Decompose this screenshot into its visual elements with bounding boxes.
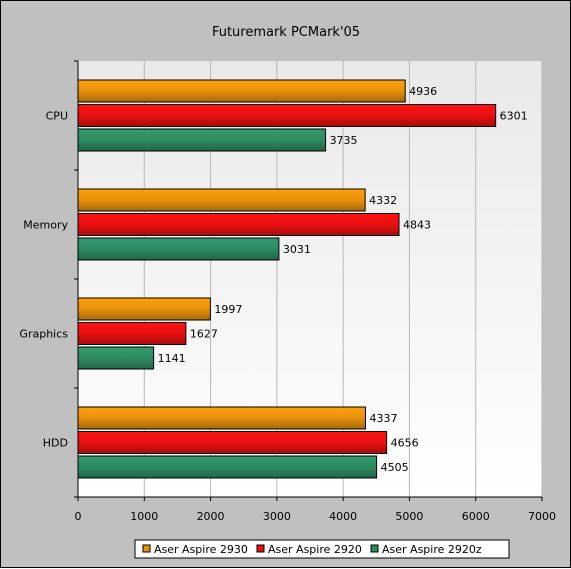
x-tick-label: 4000 [329, 510, 357, 523]
x-tick-label: 0 [75, 510, 82, 523]
bar-graphics-series-1 [77, 297, 211, 321]
data-label: 6301 [500, 110, 528, 123]
bar-cpu-series-2 [77, 104, 497, 127]
bar-cpu-series-3 [77, 128, 327, 152]
data-label: 4505 [381, 461, 409, 474]
bars-group: 4936 6301 3735 4332 4843 3031 1997 1627 1141 4337… [77, 79, 528, 479]
bar-graphics-series-3 [77, 346, 155, 370]
data-label: 4337 [369, 412, 397, 425]
x-tick-label: 3000 [263, 510, 291, 523]
x-tick-label: 1000 [130, 510, 158, 523]
axes: CPU Memory Graphics HDD 0 1000 2000 3000 4000 500… [19, 60, 556, 523]
legend-box [134, 539, 510, 559]
data-label: 4656 [391, 437, 419, 450]
chart-title: Futuremark PCMark'05 [212, 25, 360, 40]
category-label: CPU [46, 110, 68, 123]
legend-swatch [370, 544, 379, 553]
legend-label: Aser Aspire 2920 [268, 543, 362, 556]
legend-swatch [142, 544, 151, 553]
data-label: 4936 [409, 85, 437, 98]
bar-memory-series-3 [77, 237, 280, 261]
bar-hdd-series-1 [77, 406, 366, 430]
legend-label: Aser Aspire 2930 [154, 543, 248, 556]
legend: Aser Aspire 2930 Aser Aspire 2920 Aser Asp… [134, 539, 510, 559]
legend-label: Aser Aspire 2920z [382, 543, 482, 556]
bar-memory-series-2 [77, 213, 400, 236]
category-label: HDD [43, 437, 68, 450]
bar-cpu-series-1 [77, 79, 406, 103]
data-label: 3031 [283, 243, 311, 256]
data-label: 4843 [403, 219, 431, 232]
x-tick-label: 7000 [528, 510, 556, 523]
legend-swatch [256, 544, 265, 553]
category-label: Memory [23, 219, 68, 232]
data-label: 3735 [330, 134, 358, 147]
x-tick-label: 6000 [462, 510, 490, 523]
bar-memory-series-1 [77, 188, 366, 212]
bar-hdd-series-3 [77, 455, 378, 479]
data-label: 1627 [190, 328, 218, 341]
data-label: 4332 [369, 194, 397, 207]
data-label: 1141 [158, 352, 186, 365]
data-label: 1997 [214, 303, 242, 316]
x-tick-label: 2000 [197, 510, 225, 523]
x-tick-label: 5000 [395, 510, 423, 523]
category-label: Graphics [19, 328, 68, 341]
bar-graphics-series-2 [77, 322, 187, 345]
bar-hdd-series-2 [77, 431, 388, 454]
